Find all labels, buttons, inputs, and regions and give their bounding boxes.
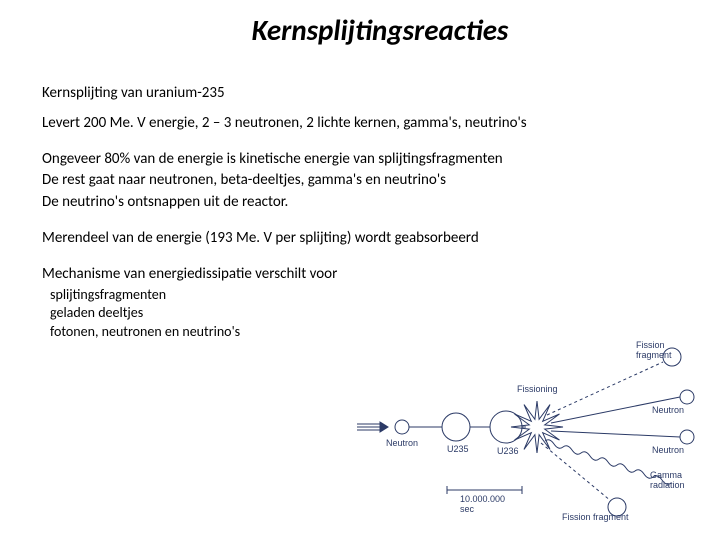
spacer	[42, 106, 690, 114]
text-line: Mechanisme van energiedissipatie verschi…	[42, 265, 690, 284]
page-title: Kernsplijtingsreacties	[0, 0, 720, 84]
label-u236: U236	[497, 446, 519, 456]
label-fissioning: Fissioning	[517, 384, 558, 394]
label-neutron-in: Neutron	[386, 438, 418, 448]
sub-line: geladen deeltjes	[42, 304, 690, 322]
text-line: Ongeveer 80% van de energie is kinetisch…	[42, 150, 690, 169]
sub-line: splijtingsfragmenten	[42, 286, 690, 304]
label-fragment-bot: Fission fragment	[562, 512, 629, 522]
spacer	[42, 251, 690, 265]
label-neutron-out1: Neutron	[652, 405, 684, 415]
text-line: De neutrino's ontsnappen uit de reactor.	[42, 193, 690, 212]
label-fragment-top: Fission fragment	[636, 340, 672, 360]
label-neutron-out2: Neutron	[652, 445, 684, 455]
spacer	[42, 136, 690, 150]
label-gamma: Gamma radiation	[650, 470, 685, 490]
diagram-svg	[352, 342, 702, 522]
label-time: 10.000.000 sec	[460, 494, 505, 514]
sub-line: fotonen, neutronen en neutrino's	[42, 323, 690, 341]
body-text: Kernsplijting van uranium-235 Levert 200…	[0, 84, 720, 341]
text-line: Levert 200 Me. V energie, 2 – 3 neutrone…	[42, 114, 690, 133]
text-line: De rest gaat naar neutronen, beta-deeltj…	[42, 171, 690, 190]
label-u235: U235	[447, 444, 469, 454]
spacer	[42, 215, 690, 229]
text-line: Merendeel van de energie (193 Me. V per …	[42, 229, 690, 248]
text-line: Kernsplijting van uranium-235	[42, 84, 690, 103]
fission-diagram: Neutron U235 U236 Fissioning Fission fragmen…	[352, 342, 702, 522]
slide: Kernsplijtingsreacties Kernsplijting van…	[0, 0, 720, 540]
